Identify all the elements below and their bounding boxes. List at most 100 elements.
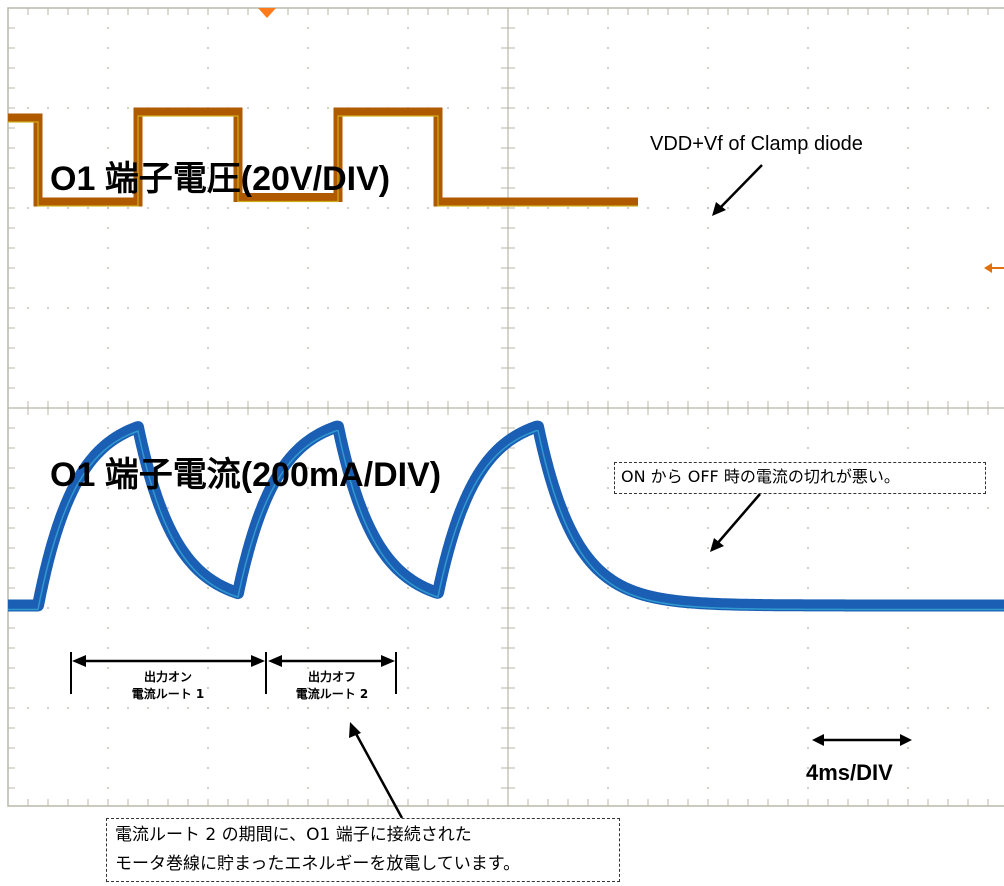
- grid-dot: [207, 227, 209, 229]
- grid-dot: [707, 127, 709, 129]
- grid-dot: [207, 527, 209, 529]
- grid-dot: [207, 447, 209, 449]
- grid-dot: [907, 447, 909, 449]
- grid-dot: [207, 607, 209, 609]
- grid-dot: [447, 107, 449, 109]
- grid-dot: [607, 687, 609, 689]
- grid-dot: [307, 587, 309, 589]
- grid-dot: [967, 507, 969, 509]
- grid-dot: [147, 607, 149, 609]
- grid-dot: [907, 207, 909, 209]
- grid-dot: [567, 607, 569, 609]
- note-bottom-line-2: モータ巻線に貯まったエネルギーを放電しています。: [115, 854, 521, 874]
- grid-dot: [787, 207, 789, 209]
- grid-dot: [907, 107, 909, 109]
- grid-dot: [807, 47, 809, 49]
- grid-dot: [627, 507, 629, 509]
- grid-dot: [307, 67, 309, 69]
- grid-dot: [987, 307, 989, 309]
- grid-dot: [907, 427, 909, 429]
- grid-dot: [187, 707, 189, 709]
- current-title: O1 端子電流(200mA/DIV): [50, 456, 441, 494]
- grid-dot: [447, 607, 449, 609]
- grid-dot: [47, 207, 49, 209]
- grid-dot: [147, 507, 149, 509]
- grid-dot: [907, 367, 909, 369]
- grid-dot: [647, 107, 649, 109]
- grid-dot: [207, 567, 209, 569]
- grid-dot: [287, 207, 289, 209]
- grid-dot: [947, 707, 949, 709]
- grid-dot: [187, 307, 189, 309]
- grid-dot: [207, 747, 209, 749]
- grid-dot: [407, 27, 409, 29]
- grid-dot: [307, 547, 309, 549]
- grid-dot: [707, 427, 709, 429]
- grid-dot: [967, 107, 969, 109]
- grid-dot: [907, 327, 909, 329]
- grid-dot: [407, 687, 409, 689]
- grid-dot: [107, 427, 109, 429]
- grid-dot: [207, 467, 209, 469]
- grid-dot: [407, 47, 409, 49]
- grid-dot: [807, 67, 809, 69]
- grid-dot: [467, 607, 469, 609]
- grid-dot: [87, 607, 89, 609]
- grid-dot: [707, 767, 709, 769]
- right-edge-arrowhead: [984, 263, 992, 273]
- grid-dot: [707, 747, 709, 749]
- grid-dot: [107, 647, 109, 649]
- grid-dot: [47, 507, 49, 509]
- grid-dot: [407, 607, 409, 609]
- grid-dot: [407, 207, 409, 209]
- grid-dot: [207, 387, 209, 389]
- grid-dot: [307, 207, 309, 209]
- grid-dot: [407, 547, 409, 549]
- grid-dot: [707, 707, 709, 709]
- grid-dot: [847, 107, 849, 109]
- grid-dot: [307, 727, 309, 729]
- grid-dot: [907, 127, 909, 129]
- grid-dot: [107, 627, 109, 629]
- route-on-label-2: 電流ルート 1: [132, 686, 205, 701]
- grid-dot: [227, 307, 229, 309]
- grid-dot: [487, 207, 489, 209]
- grid-dot: [787, 307, 789, 309]
- grid-dot: [607, 367, 609, 369]
- grid-dot: [307, 387, 309, 389]
- grid-dot: [107, 227, 109, 229]
- grid-dot: [307, 687, 309, 689]
- grid-dot: [107, 167, 109, 169]
- grid-dot: [307, 467, 309, 469]
- grid-dot: [607, 547, 609, 549]
- grid-dot: [307, 347, 309, 349]
- grid-dot: [807, 227, 809, 229]
- grid-dot: [707, 587, 709, 589]
- grid-dot: [747, 207, 749, 209]
- grid-dot: [907, 27, 909, 29]
- grid-dot: [807, 207, 809, 209]
- grid-dot: [107, 667, 109, 669]
- grid-dot: [207, 327, 209, 329]
- grid-dot: [447, 707, 449, 709]
- grid-dot: [407, 287, 409, 289]
- grid-dot: [527, 307, 529, 309]
- clamp-arrow: [717, 164, 763, 211]
- grid-dot: [887, 707, 889, 709]
- grid-dot: [667, 307, 669, 309]
- grid-dot: [207, 507, 209, 509]
- grid-dot: [767, 707, 769, 709]
- grid-dot: [407, 127, 409, 129]
- grid-dot: [207, 287, 209, 289]
- grid-dot: [207, 787, 209, 789]
- grid-dot: [127, 207, 129, 209]
- timebase-arrowhead-left: [812, 734, 824, 746]
- grid-dot: [407, 787, 409, 789]
- grid-dot: [207, 767, 209, 769]
- grid-dot: [927, 507, 929, 509]
- grid-dot: [767, 107, 769, 109]
- grid-dot: [207, 247, 209, 249]
- clamp-arrowhead: [712, 202, 726, 216]
- grid-dot: [827, 207, 829, 209]
- grid-dot: [307, 367, 309, 369]
